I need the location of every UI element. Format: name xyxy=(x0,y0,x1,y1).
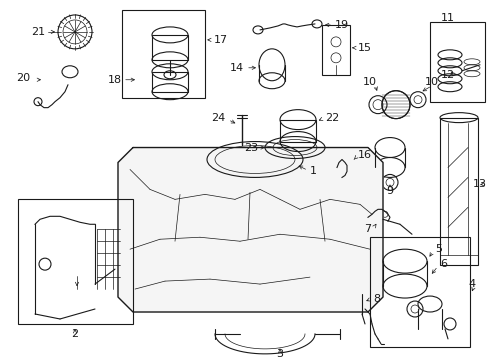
Text: 5: 5 xyxy=(434,244,441,254)
Text: 20: 20 xyxy=(16,73,30,83)
Text: 8: 8 xyxy=(372,294,379,304)
Bar xyxy=(152,35,187,60)
Text: 13: 13 xyxy=(472,179,486,189)
Text: 11: 11 xyxy=(440,13,454,23)
Bar xyxy=(439,118,477,265)
Bar xyxy=(122,10,204,98)
Text: 24: 24 xyxy=(210,113,224,123)
Text: 2: 2 xyxy=(71,329,79,339)
Text: 3: 3 xyxy=(276,349,283,359)
Bar xyxy=(152,72,187,92)
Text: 14: 14 xyxy=(229,63,244,73)
Text: 23: 23 xyxy=(244,143,258,153)
Text: 12: 12 xyxy=(440,70,454,80)
Text: 9: 9 xyxy=(386,186,393,197)
Text: 22: 22 xyxy=(325,113,339,123)
Text: 16: 16 xyxy=(357,149,371,159)
Text: 19: 19 xyxy=(334,20,348,30)
Bar xyxy=(321,25,349,75)
Text: 10: 10 xyxy=(362,77,376,87)
Polygon shape xyxy=(118,148,382,312)
Text: 4: 4 xyxy=(468,279,475,289)
Text: 18: 18 xyxy=(108,75,122,85)
Text: 7: 7 xyxy=(364,224,371,234)
Text: 10: 10 xyxy=(424,77,438,87)
Text: 1: 1 xyxy=(309,166,316,176)
Text: 6: 6 xyxy=(439,259,446,269)
Bar xyxy=(369,237,469,347)
Bar xyxy=(280,120,315,141)
Bar xyxy=(18,199,133,324)
Text: 17: 17 xyxy=(214,35,228,45)
Bar xyxy=(429,22,484,102)
Text: 15: 15 xyxy=(357,43,371,53)
Text: 21: 21 xyxy=(31,27,45,37)
